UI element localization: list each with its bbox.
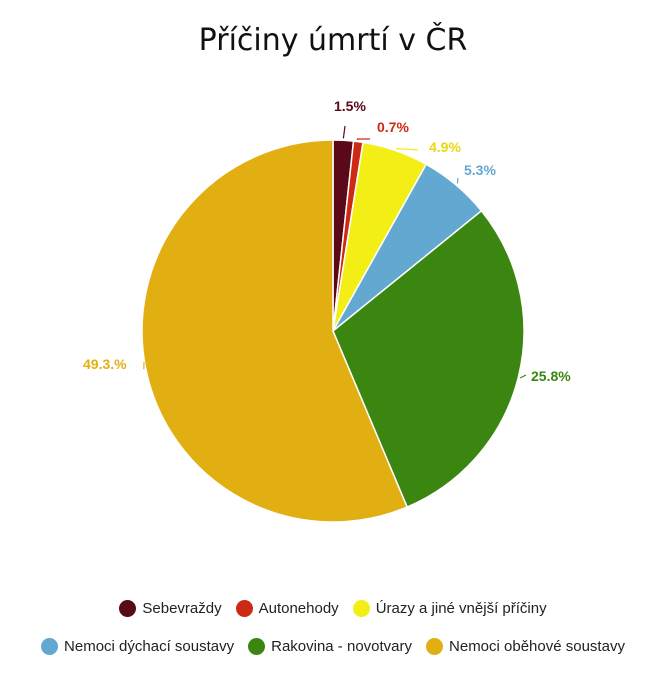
legend-row-2: Nemoci dýchací soustavy Rakovina - novotv…: [0, 638, 666, 655]
legend-item-4[interactable]: Nemoci dýchací soustavy: [41, 638, 234, 655]
data-label-5: 25.8%: [531, 368, 571, 384]
legend-label: Autonehody: [258, 600, 339, 617]
legend-label: Nemoci oběhové soustavy: [449, 638, 625, 655]
legend-swatch: [248, 638, 266, 655]
legend-row-1: Sebevraždy Autonehody Úrazy a jiné vnější …: [0, 600, 666, 617]
leader-line-4: [456, 177, 459, 184]
legend-swatch: [41, 638, 59, 655]
legend-item-5[interactable]: Rakovina - novotvary: [248, 638, 412, 655]
legend-swatch: [426, 638, 444, 655]
data-label-3: 4.9%: [429, 139, 461, 155]
legend-item-2[interactable]: Autonehody: [235, 600, 339, 617]
legend-item-3[interactable]: Úrazy a jiné vnější příčiny: [352, 600, 547, 617]
leader-line-2: [356, 138, 370, 141]
pie-chart: Příčiny úmrtí v ČR 1.5% 0.7% 4.9%5.3% 25.8%…: [83, 21, 571, 523]
legend-item-1[interactable]: Sebevraždy: [119, 600, 222, 617]
leader-line-3: [396, 148, 419, 151]
legend-swatch: [235, 600, 253, 617]
data-label-1: 1.5%: [334, 98, 366, 114]
pie-slice-6: [141, 139, 409, 523]
legend-item-6[interactable]: Nemoci oběhové soustavy: [426, 638, 625, 655]
legend-swatch: [352, 600, 370, 617]
leader-line-1: [342, 125, 346, 139]
legend-label: Úrazy a jiné vnější příčiny: [375, 600, 547, 617]
legend-label: Nemoci dýchací soustavy: [64, 638, 235, 655]
data-label-6: 49.3.%: [83, 356, 127, 372]
data-label-4: 5.3%: [464, 162, 496, 178]
data-label-2: 0.7%: [377, 119, 409, 135]
legend-swatch: [119, 600, 137, 617]
legend-label: Sebevraždy: [142, 600, 222, 617]
legend-label: Rakovina - novotvary: [271, 638, 413, 655]
leader-line-5: [519, 374, 527, 379]
chart-title: Příčiny úmrtí v ČR: [199, 21, 468, 58]
pie-slice-5: [332, 209, 525, 509]
